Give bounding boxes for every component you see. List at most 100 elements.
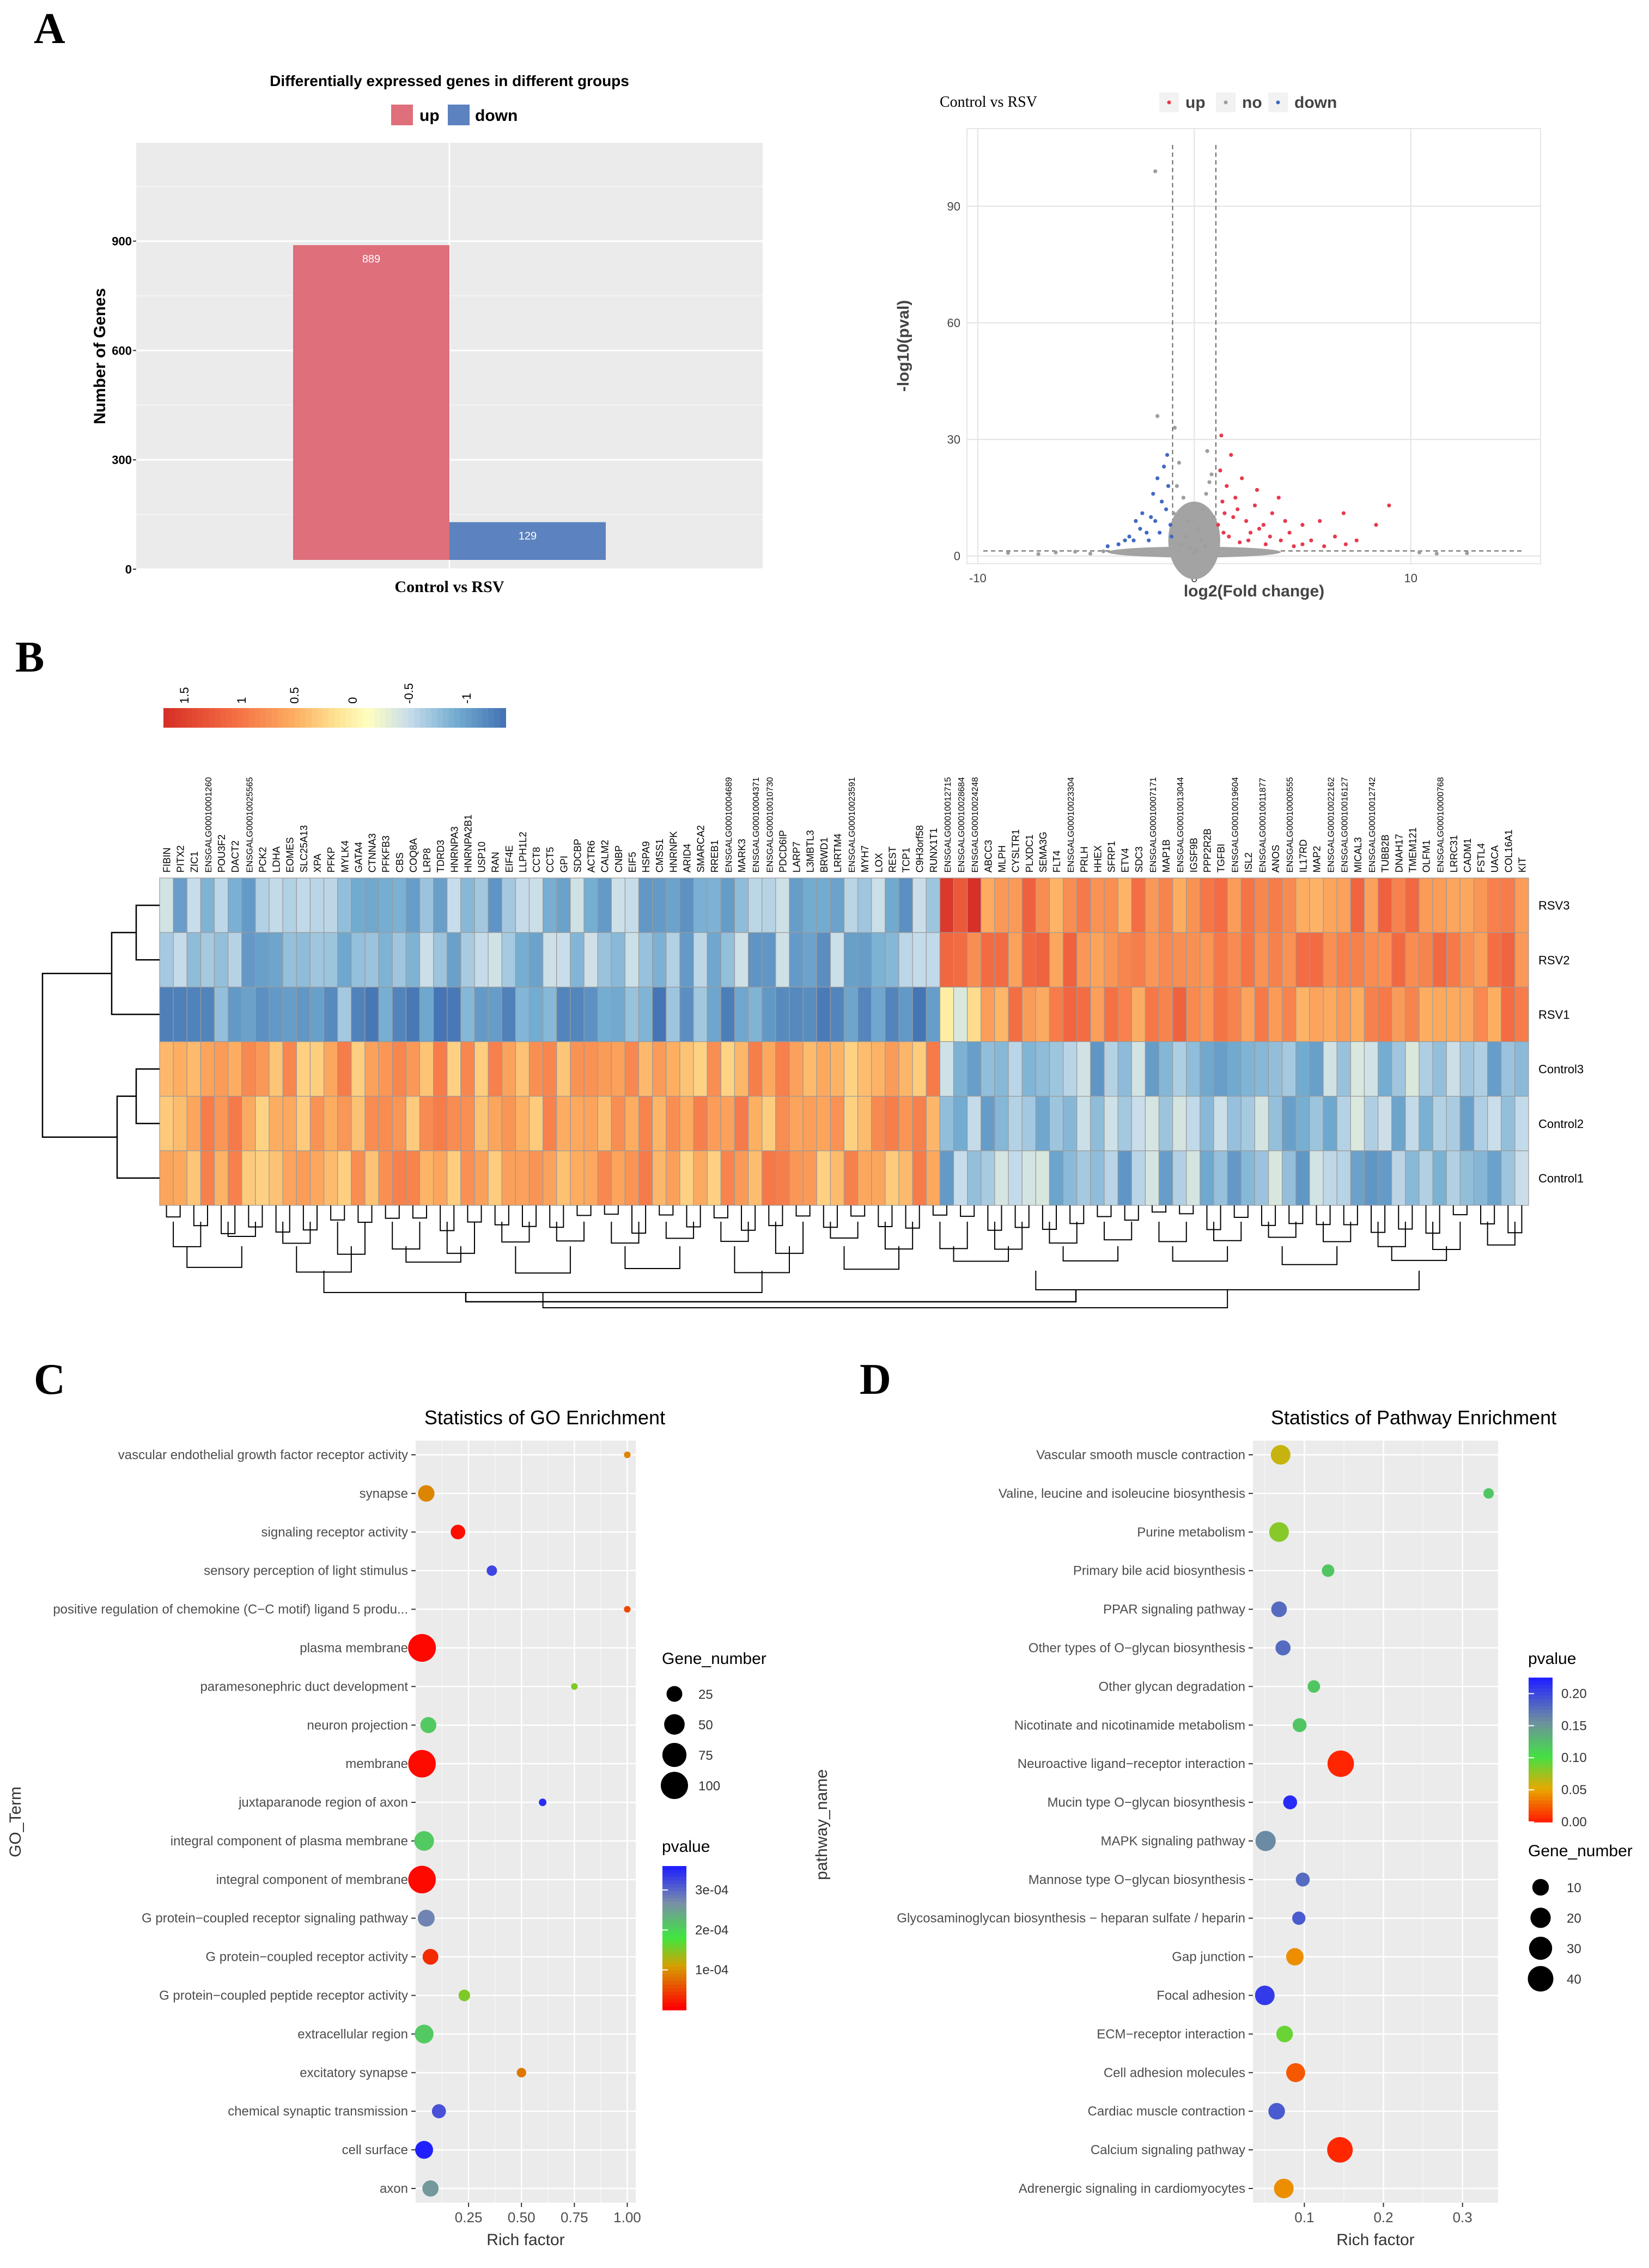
go-size-legend-title: Gene_number xyxy=(662,1650,766,1668)
pathway-color-legend-label-4: 0.00 xyxy=(1561,1815,1587,1830)
heatmap-cell-r3-c33 xyxy=(611,1041,626,1097)
pathway-color-legend-label-0: 0.20 xyxy=(1561,1686,1587,1701)
heatmap-legend-seg-50 xyxy=(448,708,455,728)
heatmap-col-label-29: GPI xyxy=(558,856,569,873)
heatmap-cell-r1-c68 xyxy=(1090,932,1105,987)
heatmap-col-label-71: SDC3 xyxy=(1134,846,1145,873)
heatmap-cell-r1-c60 xyxy=(981,932,995,987)
heatmap-cell-r2-c48 xyxy=(816,986,831,1042)
volcano-point-up-8 xyxy=(1322,544,1326,548)
bar-up xyxy=(293,245,449,560)
volcano-point-no-27 xyxy=(1192,550,1196,554)
volcano-point-up-35 xyxy=(1276,496,1281,500)
heatmap-legend-seg-31 xyxy=(340,708,346,728)
heatmap-legend-seg-42 xyxy=(403,708,410,728)
heatmap-cell-r1-c56 xyxy=(926,932,941,987)
heatmap-cell-r5-c67 xyxy=(1076,1150,1091,1206)
heatmap-cell-r1-c13 xyxy=(337,932,352,987)
heatmap-legend-seg-47 xyxy=(431,708,438,728)
heatmap-cell-r4-c45 xyxy=(775,1096,790,1151)
volcano-point-up-36 xyxy=(1318,519,1322,523)
heatmap-cell-r4-c44 xyxy=(762,1096,776,1151)
pathway-color-legend-seg-21 xyxy=(1529,1753,1553,1758)
heatmap-legend-seg-6 xyxy=(197,708,204,728)
heatmap-cell-r0-c46 xyxy=(789,877,804,933)
heatmap-cell-r5-c33 xyxy=(611,1150,626,1206)
heatmap-col-label-50: ENSGALG00010023591 xyxy=(848,777,857,873)
heatmap-legend-seg-16 xyxy=(254,708,261,728)
heatmap-cell-r2-c47 xyxy=(802,986,817,1042)
heatmap-legend-seg-38 xyxy=(380,708,387,728)
heatmap-cell-r2-c58 xyxy=(953,986,968,1042)
heatmap-legend-seg-1 xyxy=(169,708,175,728)
heatmap-cell-r5-c27 xyxy=(528,1150,544,1206)
heatmap-col-label-60: ABCC3 xyxy=(983,840,994,873)
heatmap-cell-r4-c32 xyxy=(597,1096,612,1151)
volcano-point-up-26 xyxy=(1283,519,1287,523)
heatmap-cell-r0-c6 xyxy=(241,877,256,933)
heatmap-cell-r5-c96 xyxy=(1473,1150,1488,1206)
heatmap-col-label-88: ENSGALG00010012742 xyxy=(1368,777,1377,873)
heatmap-cell-r3-c51 xyxy=(857,1041,872,1097)
pathway-dot-4 xyxy=(1271,1601,1287,1617)
heatmap-cell-r0-c28 xyxy=(543,877,557,933)
heatmap-cell-r0-c16 xyxy=(378,877,393,933)
heatmap-cell-r1-c73 xyxy=(1158,932,1173,987)
pathway-color-legend-seg-27 xyxy=(1529,1775,1553,1779)
heatmap-row-label-3: Control3 xyxy=(1538,1063,1584,1076)
heatmap-col-label-80: ENSGALG00010011877 xyxy=(1258,778,1268,873)
volcano-point-down-7 xyxy=(1164,507,1169,511)
pathway-color-legend-seg-18 xyxy=(1529,1742,1553,1747)
heatmap-cell-r3-c56 xyxy=(926,1041,941,1097)
heatmap-cell-r5-c50 xyxy=(843,1150,859,1206)
heatmap-col-label-19: LRP8 xyxy=(422,848,433,873)
heatmap-cell-r2-c63 xyxy=(1021,986,1036,1042)
heatmap-cell-r3-c32 xyxy=(597,1041,612,1097)
go-term-label-9: juxtaparanode region of axon xyxy=(238,1795,408,1810)
heatmap-legend-seg-39 xyxy=(386,708,392,728)
heatmap-cell-r4-c68 xyxy=(1090,1096,1105,1151)
pathway-dot-6 xyxy=(1307,1680,1321,1693)
go-term-label-6: paramesonephric duct development xyxy=(200,1679,408,1694)
heatmap-cell-r0-c34 xyxy=(624,877,640,933)
go-color-legend-seg-27 xyxy=(662,1963,686,1967)
heatmap-cell-r5-c21 xyxy=(447,1150,461,1206)
pathway-size-legend-dot-0 xyxy=(1532,1879,1549,1896)
go-color-legend-seg-11 xyxy=(662,1905,686,1910)
pathway-color-legend-seg-35 xyxy=(1529,1803,1553,1808)
volcano-xtick-label-2: 10 xyxy=(1404,571,1417,585)
heatmap-cell-r4-c50 xyxy=(843,1096,859,1151)
pathway-color-legend-seg-0 xyxy=(1529,1678,1553,1682)
bar-xlabel: Control vs RSV xyxy=(394,578,504,596)
heatmap-cell-r4-c84 xyxy=(1309,1096,1324,1151)
heatmap-cell-r3-c91 xyxy=(1405,1041,1420,1097)
heatmap-col-label-93: ENSGALG00010000768 xyxy=(1437,777,1446,873)
go-dot-12 xyxy=(417,1910,435,1927)
heatmap-cell-r2-c72 xyxy=(1145,986,1160,1042)
heatmap-cell-r2-c34 xyxy=(624,986,640,1042)
heatmap-cell-r1-c37 xyxy=(666,932,680,987)
heatmap-legend-seg-2 xyxy=(174,708,181,728)
volcano-point-up-4 xyxy=(1257,527,1262,531)
heatmap-col-label-83: IL17RD xyxy=(1298,839,1309,873)
heatmap-cell-r3-c14 xyxy=(351,1041,366,1097)
heatmap-cell-r4-c42 xyxy=(734,1096,749,1151)
pathway-dot-7 xyxy=(1292,1718,1307,1733)
heatmap-legend-seg-28 xyxy=(323,708,330,728)
go-term-label-11: integral component of membrane xyxy=(216,1873,408,1887)
heatmap-cell-r0-c64 xyxy=(1035,877,1050,933)
heatmap-cell-r0-c82 xyxy=(1282,877,1297,933)
heatmap-col-dendrogram-detail xyxy=(166,1205,1523,1308)
heatmap-legend-tick-0: 1.5 xyxy=(178,687,191,704)
heatmap-cell-r3-c74 xyxy=(1172,1041,1187,1097)
heatmap-cell-r4-c83 xyxy=(1295,1096,1310,1151)
heatmap-col-label-86: ENSGALG00010016127 xyxy=(1341,777,1350,873)
heatmap-cell-r5-c34 xyxy=(624,1150,640,1206)
volcano-point-no-13 xyxy=(1036,552,1040,556)
heatmap-cell-r5-c93 xyxy=(1432,1150,1447,1206)
pathway-size-legend-dot-3 xyxy=(1528,1966,1554,1992)
heatmap-cell-r1-c88 xyxy=(1364,932,1379,987)
heatmap-cell-r2-c14 xyxy=(351,986,366,1042)
heatmap-col-label-3: ENSGALG00010001260 xyxy=(204,777,214,873)
volcano-point-no-28 xyxy=(1212,515,1216,519)
